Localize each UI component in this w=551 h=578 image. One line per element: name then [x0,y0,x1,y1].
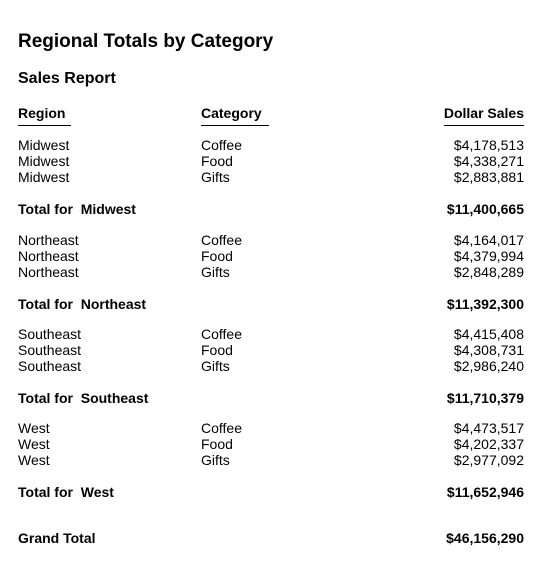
cell-category: Food [201,342,233,358]
cell-region: Midwest [18,137,70,153]
cell-sales: $2,986,240 [453,358,524,374]
region-group-southeast: Southeast Coffee $4,415,408 Southeast Fo… [18,326,524,407]
grand-total-label: Grand Total [18,530,96,546]
group-total-label: Total for Midwest [18,201,136,217]
group-total-row: Total for Midwest $11,400,665 [18,200,524,218]
cell-category: Food [201,153,233,169]
cell-sales: $2,977,092 [453,452,524,468]
cell-region: Northeast [18,232,79,248]
region-group-west: West Coffee $4,473,517 West Food $4,202,… [18,420,524,501]
cell-region: Southeast [18,326,82,342]
cell-region: Midwest [18,153,70,169]
cell-sales: $4,379,994 [453,248,524,264]
group-total-label: Total for Northeast [18,296,147,312]
cell-category: Coffee [201,137,242,153]
cell-sales: $2,848,289 [453,264,524,280]
cell-sales: $2,883,881 [453,169,524,185]
table-row: West Coffee $4,473,517 [18,420,524,436]
table-row: Northeast Food $4,379,994 [18,248,524,264]
cell-region: West [18,452,50,468]
cell-region: Northeast [18,264,79,280]
group-total-row: Total for West $11,652,946 [18,483,524,501]
cell-sales: $4,308,731 [453,342,524,358]
region-group-northeast: Northeast Coffee $4,164,017 Northeast Fo… [18,232,524,313]
cell-category: Food [201,248,233,264]
group-total-value: $11,400,665 [446,201,524,217]
table-row: Northeast Coffee $4,164,017 [18,232,524,248]
table-row: Midwest Food $4,338,271 [18,153,524,169]
table-row: Southeast Coffee $4,415,408 [18,326,524,342]
cell-category: Gifts [201,169,230,185]
cell-region: Midwest [18,169,70,185]
report-subtitle: Sales Report [18,70,116,87]
group-total-value: $11,392,300 [446,296,524,312]
column-header-dollar-sales: Dollar Sales [443,105,524,126]
group-total-row: Total for Northeast $11,392,300 [18,295,524,313]
cell-category: Gifts [201,264,230,280]
cell-category: Gifts [201,452,230,468]
group-total-row: Total for Southeast $11,710,379 [18,389,524,407]
cell-region: Southeast [18,342,82,358]
group-total-value: $11,710,379 [446,390,524,406]
group-total-label: Total for Southeast [18,390,149,406]
cell-region: Northeast [18,248,79,264]
cell-sales: $4,164,017 [453,232,524,248]
column-header-region: Region [18,105,71,126]
cell-region: Southeast [18,358,82,374]
grand-total-row: Grand Total $46,156,290 [18,529,524,547]
cell-category: Food [201,436,233,452]
cell-sales: $4,338,271 [453,153,524,169]
cell-category: Coffee [201,326,242,342]
table-row: Northeast Gifts $2,848,289 [18,264,524,280]
table-row: West Gifts $2,977,092 [18,452,524,468]
table-row: West Food $4,202,337 [18,436,524,452]
cell-sales: $4,178,513 [453,137,524,153]
group-total-value: $11,652,946 [446,484,524,500]
cell-category: Coffee [201,232,242,248]
grand-total-value: $46,156,290 [446,530,524,546]
cell-sales: $4,415,408 [453,326,524,342]
group-total-label: Total for West [18,484,114,500]
table-row: Midwest Gifts $2,883,881 [18,169,524,185]
cell-sales: $4,202,337 [453,436,524,452]
table-row: Midwest Coffee $4,178,513 [18,137,524,153]
region-group-midwest: Midwest Coffee $4,178,513 Midwest Food $… [18,137,524,218]
cell-sales: $4,473,517 [453,420,524,436]
cell-region: West [18,420,50,436]
report-title: Regional Totals by Category [18,31,274,52]
cell-category: Coffee [201,420,242,436]
cell-category: Gifts [201,358,230,374]
column-header-category: Category [201,105,269,126]
table-row: Southeast Food $4,308,731 [18,342,524,358]
table-row: Southeast Gifts $2,986,240 [18,358,524,374]
cell-region: West [18,436,50,452]
